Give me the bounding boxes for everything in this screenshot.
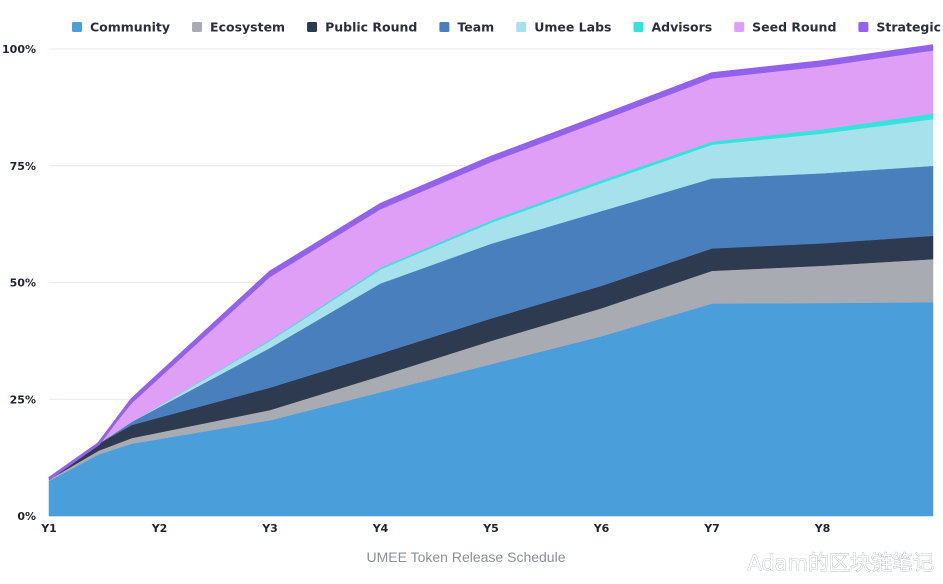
- legend-swatch-umee-labs: [516, 22, 527, 32]
- x-tick-y1: Y1: [40, 522, 57, 535]
- legend-label-team: Team: [457, 20, 494, 35]
- watermark: Adam的区块链笔记: [747, 551, 934, 575]
- y-tick-100: 100%: [2, 43, 36, 56]
- legend-label-public-round: Public Round: [325, 20, 417, 35]
- legend-item-ecosystem: Ecosystem: [192, 20, 285, 35]
- legend-item-community: Community: [72, 20, 170, 35]
- legend-label-community: Community: [90, 20, 170, 35]
- y-tick-0: 0%: [17, 510, 36, 523]
- legend-swatch-community: [72, 22, 82, 32]
- chart-caption: UMEE Token Release Schedule: [367, 549, 566, 565]
- legend-label-umee-labs: Umee Labs: [534, 20, 611, 35]
- x-tick-y4: Y4: [372, 522, 389, 535]
- chart-areas: [48, 44, 934, 517]
- x-tick-y3: Y3: [261, 522, 278, 535]
- legend-label-seed-round: Seed Round: [752, 20, 836, 35]
- legend-label-advisors: Advisors: [651, 20, 712, 35]
- legend-swatch-ecosystem: [192, 22, 203, 32]
- y-axis: 0% 25% 50% 75% 100%: [2, 43, 36, 523]
- legend-item-advisors: Advisors: [633, 20, 712, 35]
- chart-legend: Community Ecosystem Public Round Team Umee L…: [72, 20, 943, 35]
- legend-item-public-round: Public Round: [307, 20, 417, 35]
- x-tick-y5: Y5: [482, 522, 499, 535]
- y-tick-25: 25%: [10, 393, 36, 406]
- y-tick-75: 75%: [10, 160, 36, 173]
- legend-label-strategic-round: Strategic Round: [876, 20, 943, 35]
- legend-item-strategic-round: Strategic Round: [858, 20, 943, 35]
- legend-swatch-strategic-round: [858, 22, 869, 32]
- legend-item-team: Team: [439, 20, 494, 35]
- x-axis: Y1 Y2 Y3 Y4 Y5 Y6 Y7 Y8: [40, 522, 830, 535]
- x-tick-y7: Y7: [703, 522, 720, 535]
- x-tick-y6: Y6: [593, 522, 610, 535]
- legend-swatch-public-round: [307, 22, 318, 32]
- x-tick-y2: Y2: [151, 522, 168, 535]
- legend-swatch-team: [439, 22, 450, 32]
- legend-swatch-seed-round: [734, 22, 745, 32]
- area-top-edge: [48, 44, 934, 480]
- legend-item-seed-round: Seed Round: [734, 20, 836, 35]
- legend-label-ecosystem: Ecosystem: [210, 20, 285, 35]
- x-tick-y8: Y8: [814, 522, 831, 535]
- legend-swatch-advisors: [633, 22, 644, 32]
- legend-item-umee-labs: Umee Labs: [516, 20, 611, 35]
- y-tick-50: 50%: [10, 277, 36, 290]
